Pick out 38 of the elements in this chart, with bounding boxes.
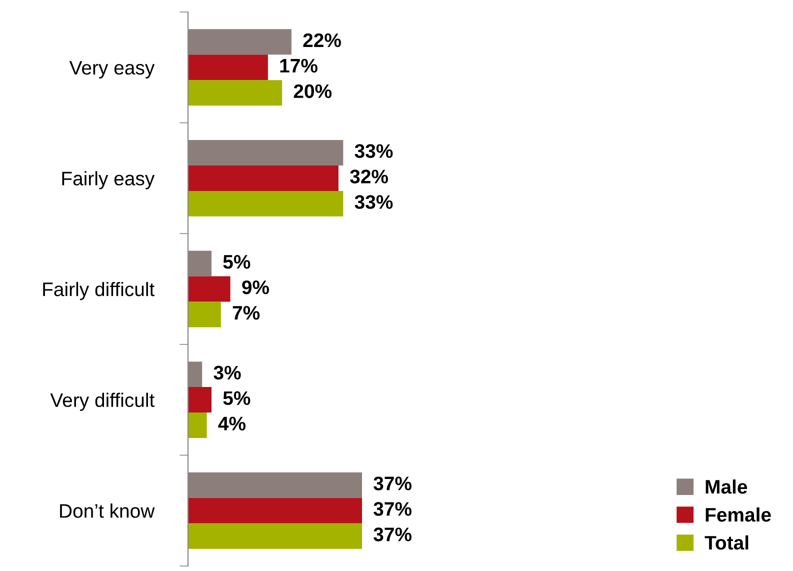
data-label: 33% [354,144,393,158]
data-label: 9% [242,280,270,294]
y-tick-label: Fairly difficult [43,282,155,300]
bar [188,387,212,413]
y-tick-label: Don’t know [60,504,155,518]
data-label: 7% [232,306,260,320]
bar [188,29,292,55]
bar [188,54,268,80]
data-label: 37% [374,476,412,490]
data-label: 37% [374,528,412,542]
bar [188,250,212,276]
bar [188,523,362,549]
data-label: 22% [303,33,341,48]
bar [188,362,202,388]
data-label: 20% [294,84,332,98]
data-label: 5% [223,255,250,269]
bar [188,412,207,438]
bar [188,190,344,216]
y-tick-label: Fairly easy [62,171,155,190]
bar [188,472,362,498]
bar [188,140,344,166]
y-tick-label: Very difficult [50,392,155,411]
data-label: 32% [350,170,388,184]
bar [188,498,362,524]
data-label: 37% [374,502,412,516]
bar [188,165,338,191]
legend-label: Male [706,479,748,494]
data-label: 4% [218,416,246,430]
data-label: 33% [354,195,393,209]
y-tick-label: Very easy [69,61,155,78]
bar [188,80,282,106]
data-label: 3% [214,366,241,380]
legend-label: Female [706,507,771,522]
legend-label: Total [704,535,748,550]
bar [188,276,230,302]
data-label: 17% [280,58,318,73]
bar [188,302,221,328]
data-label: 5% [223,391,250,406]
